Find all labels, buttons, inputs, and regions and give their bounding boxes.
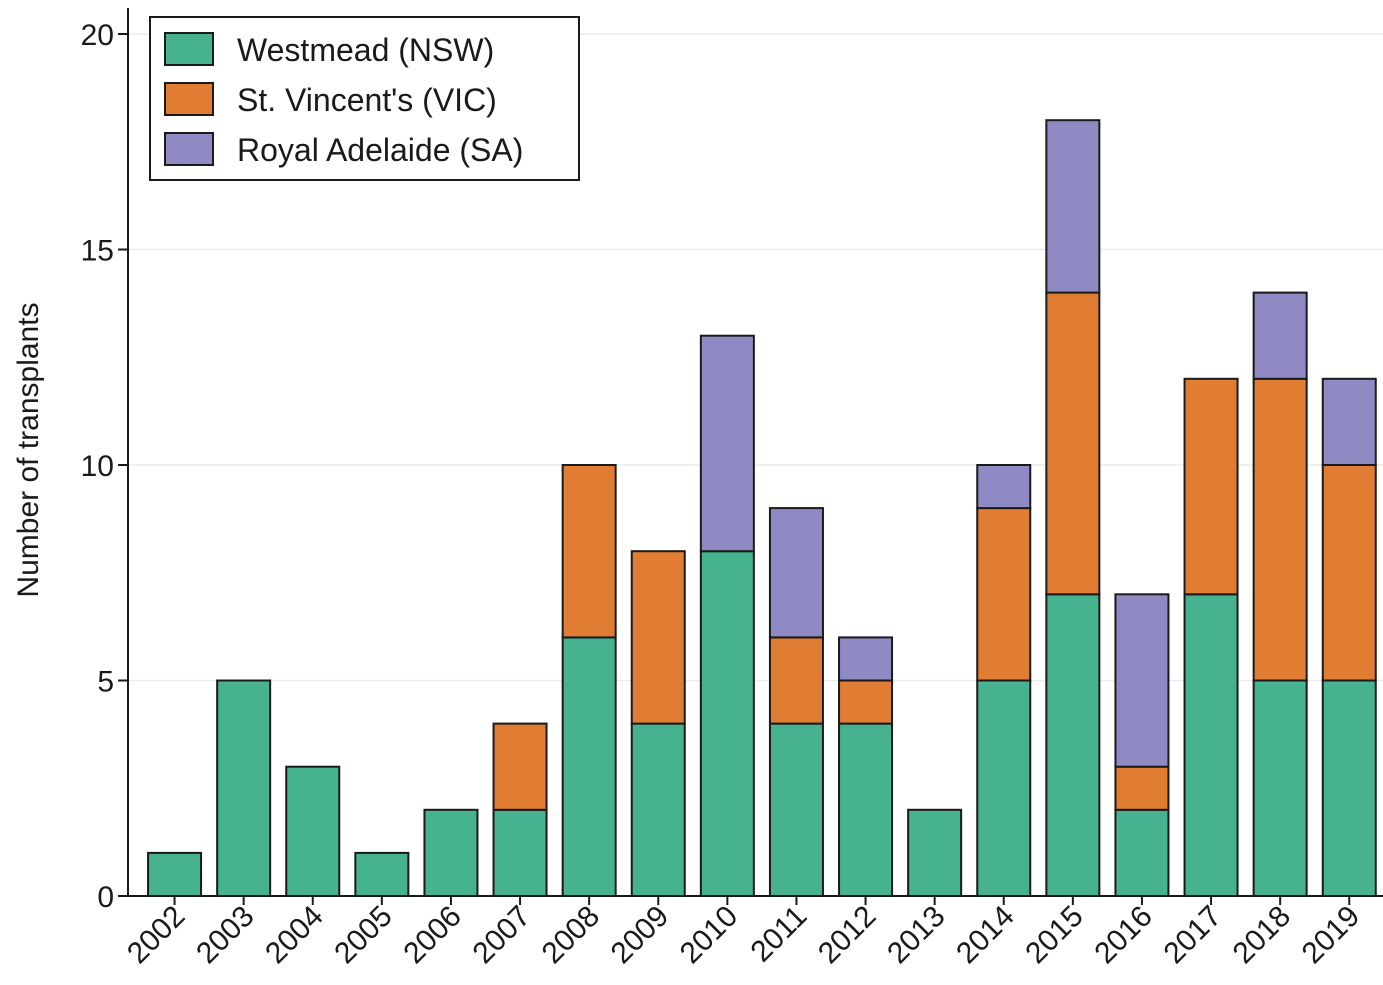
legend-label-2: Royal Adelaide (SA) bbox=[237, 132, 523, 168]
legend-swatch-0 bbox=[164, 32, 214, 66]
bar-2003-series-0 bbox=[216, 679, 272, 897]
bar-2005-series-0 bbox=[354, 851, 410, 898]
bar-2019-series-1 bbox=[1321, 464, 1377, 682]
y-axis-title: Number of transplants bbox=[12, 302, 45, 597]
legend-swatch-1 bbox=[164, 82, 214, 116]
bar-2006-series-0 bbox=[423, 808, 479, 897]
x-tick-label-2003: 2003 bbox=[190, 900, 261, 971]
bar-2010-series-0 bbox=[699, 550, 755, 897]
bar-2010-series-2 bbox=[699, 334, 755, 553]
bar-2002-series-0 bbox=[147, 851, 203, 898]
bar-2014-series-1 bbox=[976, 507, 1032, 682]
x-tick-label-2015: 2015 bbox=[1019, 900, 1090, 971]
y-tick-label-15: 15 bbox=[81, 235, 114, 268]
bar-2017-series-1 bbox=[1183, 377, 1239, 596]
x-tick-label-2009: 2009 bbox=[605, 900, 676, 971]
bar-2015-series-2 bbox=[1045, 119, 1101, 294]
legend-label-1: St. Vincent's (VIC) bbox=[237, 82, 497, 118]
x-tick-label-2016: 2016 bbox=[1088, 900, 1159, 971]
legend-box bbox=[149, 16, 580, 181]
bar-2016-series-0 bbox=[1114, 808, 1170, 897]
bar-2007-series-0 bbox=[492, 808, 548, 897]
y-tick-label-0: 0 bbox=[97, 881, 114, 914]
x-tick-label-2019: 2019 bbox=[1296, 900, 1367, 971]
bar-2012-series-1 bbox=[838, 679, 894, 725]
bar-2011-series-2 bbox=[768, 507, 824, 639]
bars bbox=[147, 119, 1377, 898]
x-tick-label-2004: 2004 bbox=[259, 900, 330, 971]
x-tick-label-2012: 2012 bbox=[812, 900, 883, 971]
bar-2012-series-0 bbox=[838, 722, 894, 897]
x-tick-label-2014: 2014 bbox=[950, 900, 1021, 971]
x-tick-label-2013: 2013 bbox=[881, 900, 952, 971]
x-tick-label-2007: 2007 bbox=[466, 900, 537, 971]
y-tick-label-5: 5 bbox=[97, 666, 114, 699]
bar-2012-series-2 bbox=[838, 636, 894, 682]
bar-2014-series-0 bbox=[976, 679, 1032, 897]
legend-label-0: Westmead (NSW) bbox=[237, 32, 494, 68]
bar-2008-series-1 bbox=[561, 464, 617, 639]
legend: Westmead (NSW) St. Vincent's (VIC) Royal A… bbox=[149, 16, 580, 181]
bar-2009-series-0 bbox=[630, 722, 686, 897]
bar-2007-series-1 bbox=[492, 722, 548, 811]
bar-2019-series-0 bbox=[1321, 679, 1377, 897]
bar-2015-series-0 bbox=[1045, 593, 1101, 897]
axes bbox=[127, 8, 1383, 897]
bar-2018-series-1 bbox=[1252, 377, 1308, 682]
x-tick-label-2008: 2008 bbox=[536, 900, 607, 971]
bar-2011-series-0 bbox=[768, 722, 824, 897]
y-tick-labels: 0 5 10 15 20 bbox=[81, 19, 128, 914]
x-tick-label-2018: 2018 bbox=[1227, 900, 1298, 971]
x-tick-label-2005: 2005 bbox=[328, 900, 399, 971]
bar-2017-series-0 bbox=[1183, 593, 1239, 897]
bar-2011-series-1 bbox=[768, 636, 824, 725]
bar-2014-series-2 bbox=[976, 464, 1032, 510]
bar-2008-series-0 bbox=[561, 636, 617, 898]
x-tick-label-2002: 2002 bbox=[121, 900, 192, 971]
x-tick-label-2006: 2006 bbox=[397, 900, 468, 971]
bar-2004-series-0 bbox=[285, 765, 341, 898]
bar-2015-series-1 bbox=[1045, 291, 1101, 596]
bar-2016-series-2 bbox=[1114, 593, 1170, 768]
bar-2009-series-1 bbox=[630, 550, 686, 725]
x-tick-label-2017: 2017 bbox=[1157, 900, 1228, 971]
bar-2016-series-1 bbox=[1114, 765, 1170, 811]
bar-2018-series-2 bbox=[1252, 291, 1308, 380]
legend-swatch-2 bbox=[164, 132, 214, 166]
y-tick-label-10: 10 bbox=[81, 450, 114, 483]
x-tick-label-2011: 2011 bbox=[744, 900, 813, 969]
bar-2019-series-2 bbox=[1321, 377, 1377, 466]
bar-2018-series-0 bbox=[1252, 679, 1308, 897]
bar-2013-series-0 bbox=[907, 808, 963, 897]
x-tick-label-2010: 2010 bbox=[674, 900, 745, 971]
y-tick-label-20: 20 bbox=[81, 19, 114, 52]
